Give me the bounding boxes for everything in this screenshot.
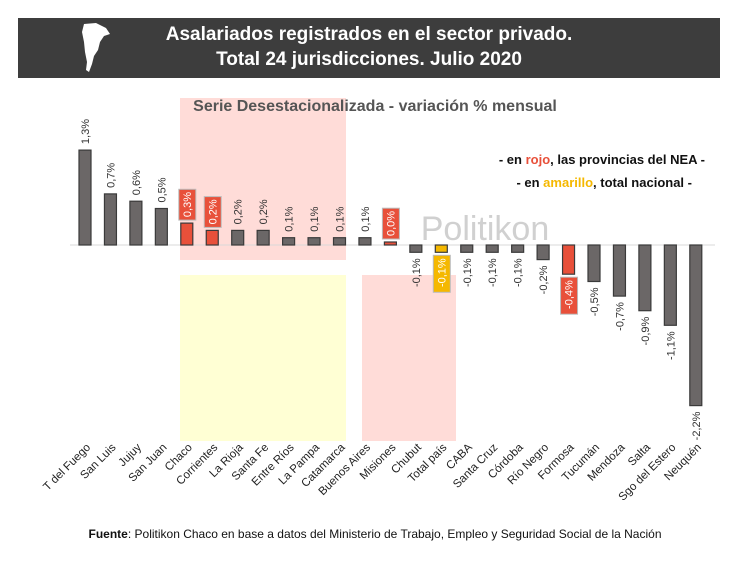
value-label-box-19	[560, 276, 579, 315]
value-label-box-12	[381, 207, 400, 240]
value-label-6: 0,2%	[233, 199, 245, 224]
legend-total: - en amarillo, total nacional -	[516, 175, 692, 190]
nea-highlight-bottom	[362, 275, 456, 441]
value-label-13: -0,1%	[411, 258, 423, 287]
value-label-5: 0,2%	[207, 199, 219, 224]
legend-text: , total nacional -	[593, 175, 692, 190]
total-highlight	[180, 275, 346, 441]
value-label-16: -0,1%	[487, 258, 499, 287]
value-label-17: -0,1%	[513, 258, 525, 287]
bar-17	[511, 244, 525, 253]
legend-text: , las provincias del NEA -	[550, 152, 705, 167]
bar-22	[638, 244, 652, 312]
value-label-20: -0,5%	[589, 287, 601, 316]
legend-yellow-word: amarillo	[543, 175, 594, 190]
value-label-22: -0,9%	[640, 316, 652, 345]
title-line2: Total 24 jurisdicciones. Julio 2020	[216, 49, 522, 70]
bar-6	[231, 229, 245, 246]
source-text: : Politikon Chaco en base a datos del Mi…	[127, 527, 662, 541]
value-label-3: 0,5%	[156, 177, 168, 202]
title-line1: Asalariados registrados en el sector pri…	[165, 24, 573, 45]
bar-24	[689, 244, 703, 407]
argentina-map-icon	[82, 23, 110, 72]
value-label-14: -0,1%	[436, 258, 448, 287]
value-label-23: -1,1%	[665, 331, 677, 360]
bar-15	[460, 244, 474, 253]
value-label-15: -0,1%	[462, 258, 474, 287]
value-label-8: 0,1%	[284, 206, 296, 231]
source-label: Fuente	[88, 527, 128, 541]
bar-0	[78, 149, 92, 246]
bar-12	[383, 241, 397, 246]
value-label-1: 0,7%	[105, 163, 117, 188]
bar-11	[358, 237, 372, 246]
bar-13	[409, 244, 423, 253]
source-note: Fuente: Politikon Chaco en base a datos …	[0, 527, 750, 541]
value-label-11: 0,1%	[360, 206, 372, 231]
bar-16	[485, 244, 499, 253]
value-label-box-4	[178, 188, 197, 221]
bar-2	[129, 200, 143, 246]
bar-8	[282, 237, 296, 246]
bar-4	[180, 222, 194, 246]
bar-3	[154, 207, 168, 246]
value-label-18: -0,2%	[538, 265, 550, 294]
value-label-0: 1,3%	[80, 119, 92, 144]
legend-red-word: rojo	[525, 152, 551, 167]
value-label-24: -2,2%	[691, 411, 703, 440]
value-label-21: -0,7%	[614, 302, 626, 331]
bar-10	[332, 237, 347, 246]
watermark: Politikon	[421, 210, 550, 248]
legend-text: - en	[516, 175, 544, 190]
bar-20	[587, 244, 601, 283]
chart-subtitle: Serie Desestacionalizada - variación % m…	[193, 98, 557, 115]
bar-5	[205, 229, 219, 246]
bar-23	[663, 244, 677, 326]
legend-nea: - en rojo, las provincias del NEA -	[499, 152, 705, 167]
bar-9	[307, 237, 321, 246]
value-label-19: -0,4%	[564, 280, 576, 309]
value-label-4: 0,3%	[182, 192, 194, 217]
header-banner: Asalariados registrados en el sector pri…	[18, 18, 720, 78]
bar-1	[103, 193, 118, 246]
value-label-9: 0,1%	[309, 206, 321, 231]
bar-14	[434, 244, 448, 253]
bar-21	[612, 244, 627, 297]
bar-18	[536, 244, 550, 261]
value-label-2: 0,6%	[131, 170, 143, 195]
legend-text: - en	[498, 152, 526, 167]
value-label-7: 0,2%	[258, 199, 270, 224]
value-label-box-14	[432, 254, 451, 293]
value-label-box-5	[203, 196, 222, 228]
value-label-10: 0,1%	[335, 206, 347, 231]
bar-7	[256, 229, 270, 246]
bar-19	[561, 244, 576, 275]
value-label-12: 0,0%	[385, 211, 397, 236]
